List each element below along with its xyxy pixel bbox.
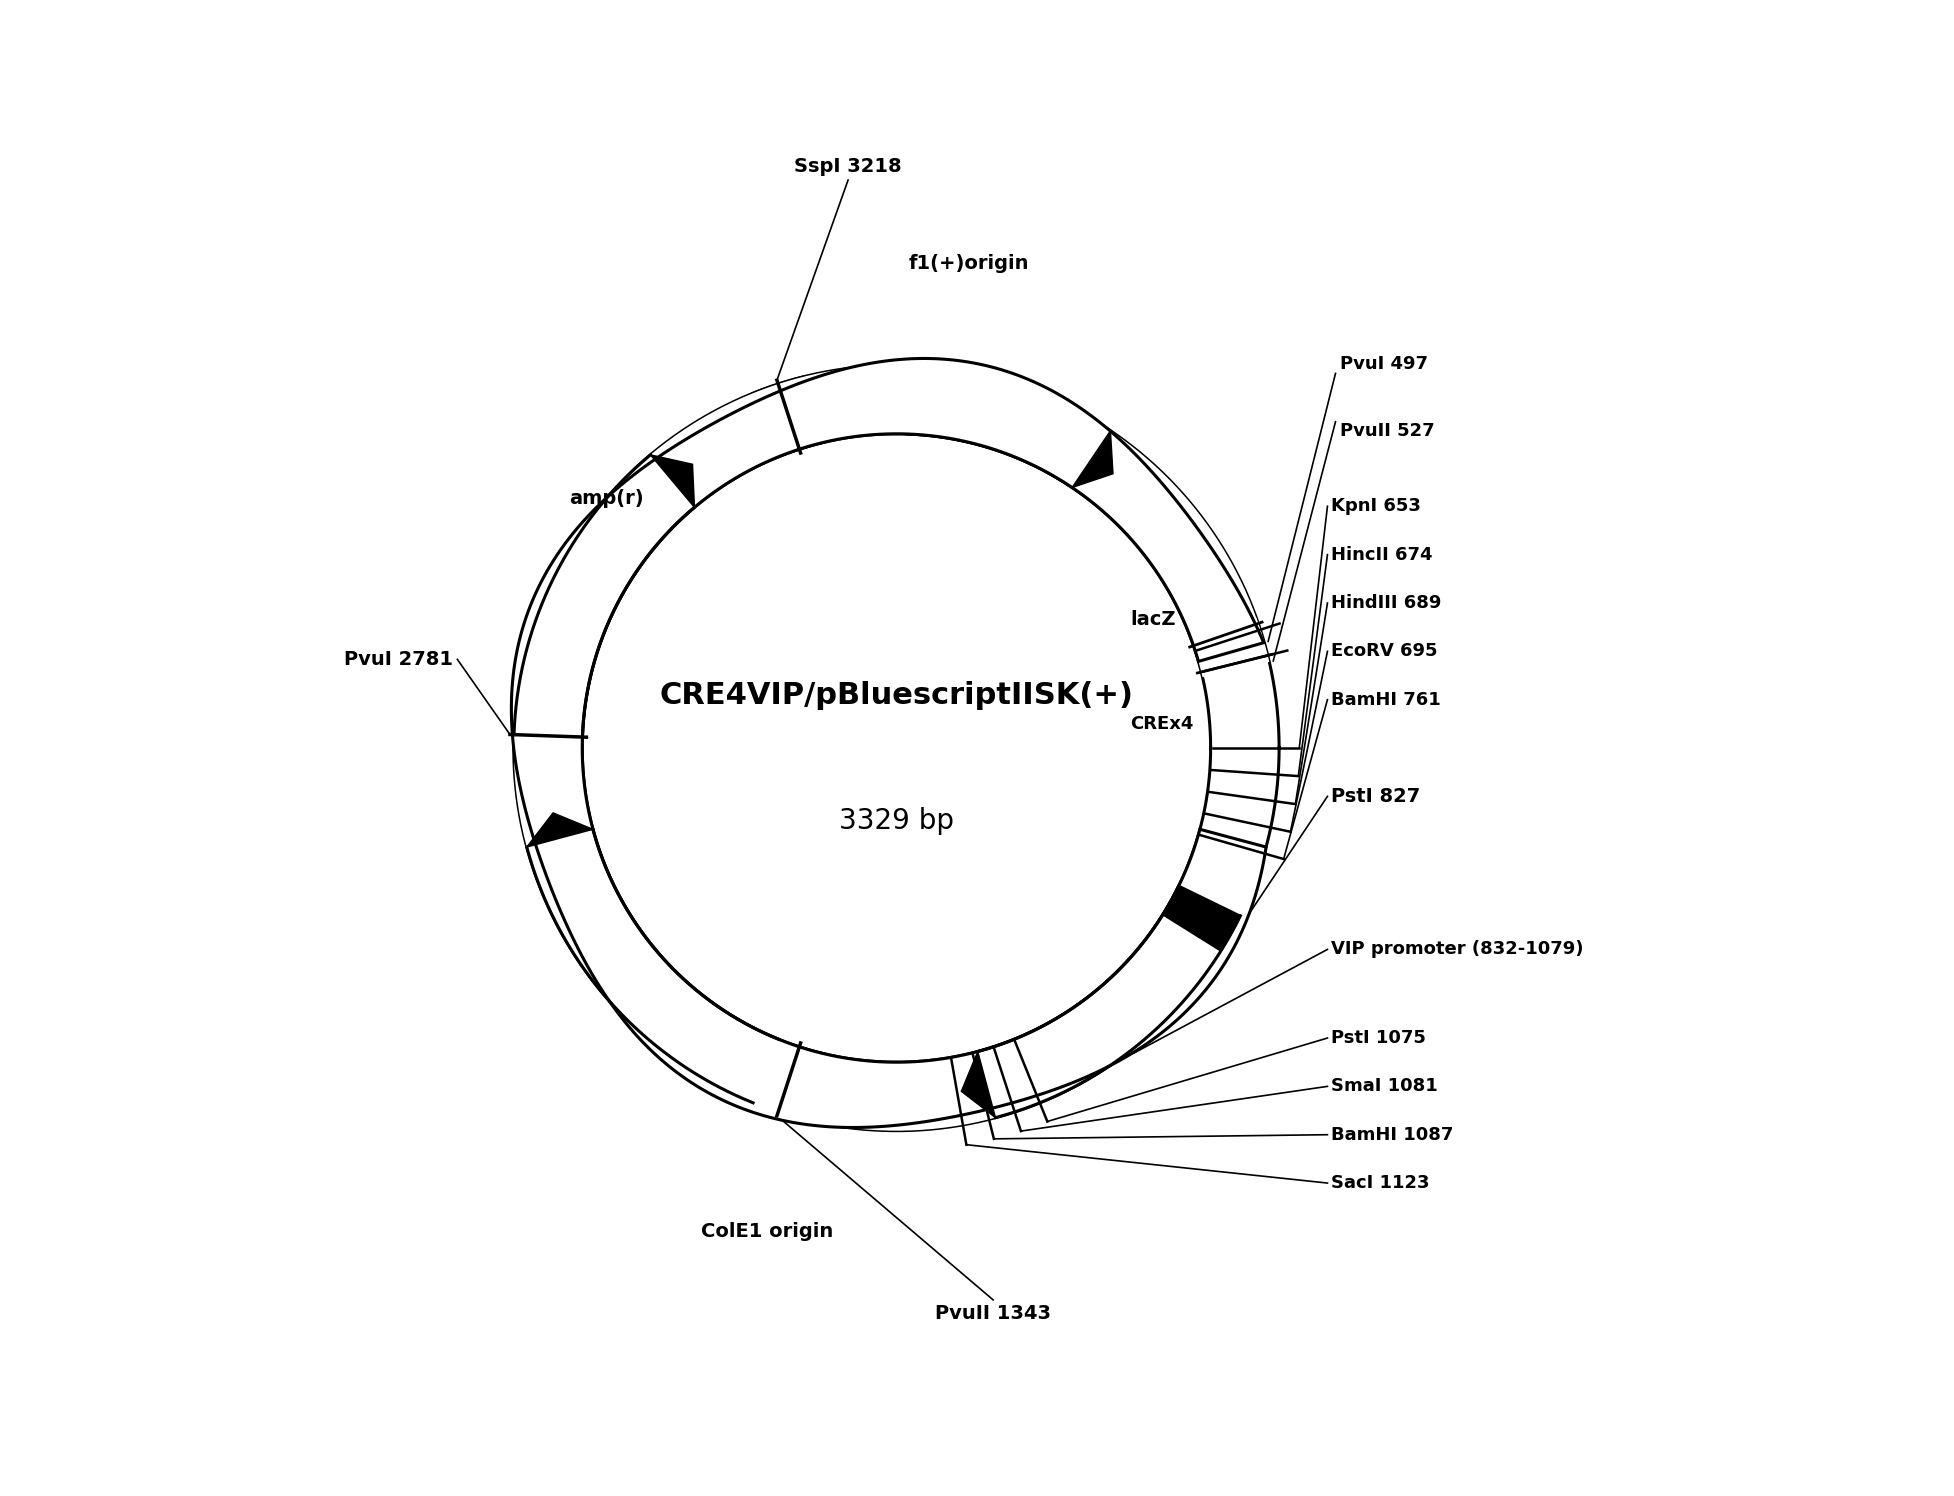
Text: BamHI 1087: BamHI 1087	[1331, 1125, 1454, 1144]
Text: amp(r): amp(r)	[569, 489, 643, 507]
Polygon shape	[528, 812, 592, 847]
Text: ColE1 origin: ColE1 origin	[701, 1222, 834, 1240]
Text: PvuI 2781: PvuI 2781	[344, 649, 453, 669]
Text: PvuI 497: PvuI 497	[1340, 356, 1428, 374]
Polygon shape	[977, 886, 1241, 1118]
Text: lacZ: lacZ	[1129, 609, 1176, 628]
Polygon shape	[1073, 431, 1114, 488]
Text: EcoRV 695: EcoRV 695	[1331, 642, 1438, 660]
Text: PstI 827: PstI 827	[1331, 787, 1421, 806]
Text: CREx4: CREx4	[1129, 715, 1194, 733]
Text: PvuII 527: PvuII 527	[1340, 422, 1434, 440]
Text: HindIII 689: HindIII 689	[1331, 594, 1442, 612]
Text: PstI 1075: PstI 1075	[1331, 1029, 1426, 1047]
Text: HincII 674: HincII 674	[1331, 546, 1432, 564]
Polygon shape	[512, 359, 1266, 1128]
Text: PvuII 1343: PvuII 1343	[936, 1305, 1051, 1322]
Polygon shape	[651, 455, 694, 507]
Text: VIP promoter (832-1079): VIP promoter (832-1079)	[1331, 941, 1585, 959]
Polygon shape	[907, 365, 1110, 488]
Text: SspI 3218: SspI 3218	[793, 157, 903, 177]
Polygon shape	[752, 377, 821, 456]
Polygon shape	[1163, 886, 1241, 951]
Text: CRE4VIP/pBluescriptIISK(+): CRE4VIP/pBluescriptIISK(+)	[658, 681, 1133, 711]
Polygon shape	[514, 455, 694, 738]
Text: KpnI 653: KpnI 653	[1331, 497, 1421, 515]
Polygon shape	[961, 1052, 995, 1118]
Text: BamHI 761: BamHI 761	[1331, 691, 1442, 709]
Polygon shape	[528, 829, 780, 1103]
Text: f1(+)origin: f1(+)origin	[909, 254, 1030, 272]
Polygon shape	[1192, 618, 1270, 678]
Text: SmaI 1081: SmaI 1081	[1331, 1077, 1438, 1095]
Polygon shape	[514, 365, 1266, 1131]
Text: SacI 1123: SacI 1123	[1331, 1174, 1430, 1192]
Text: 3329 bp: 3329 bp	[838, 806, 954, 835]
